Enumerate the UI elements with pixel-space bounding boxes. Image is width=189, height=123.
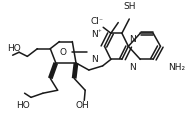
Text: N: N xyxy=(91,30,98,39)
Text: ⁺: ⁺ xyxy=(98,30,102,36)
Text: SH: SH xyxy=(123,2,136,11)
Text: ⁻: ⁻ xyxy=(99,16,103,25)
Text: NH₂: NH₂ xyxy=(168,63,185,72)
Text: OH: OH xyxy=(76,101,90,110)
Text: O: O xyxy=(60,48,67,57)
Text: HO: HO xyxy=(7,44,21,53)
Text: HO: HO xyxy=(16,101,30,110)
Text: N: N xyxy=(91,55,98,64)
Text: N: N xyxy=(130,63,136,72)
Text: N: N xyxy=(130,35,136,44)
Text: Cl: Cl xyxy=(91,17,100,26)
